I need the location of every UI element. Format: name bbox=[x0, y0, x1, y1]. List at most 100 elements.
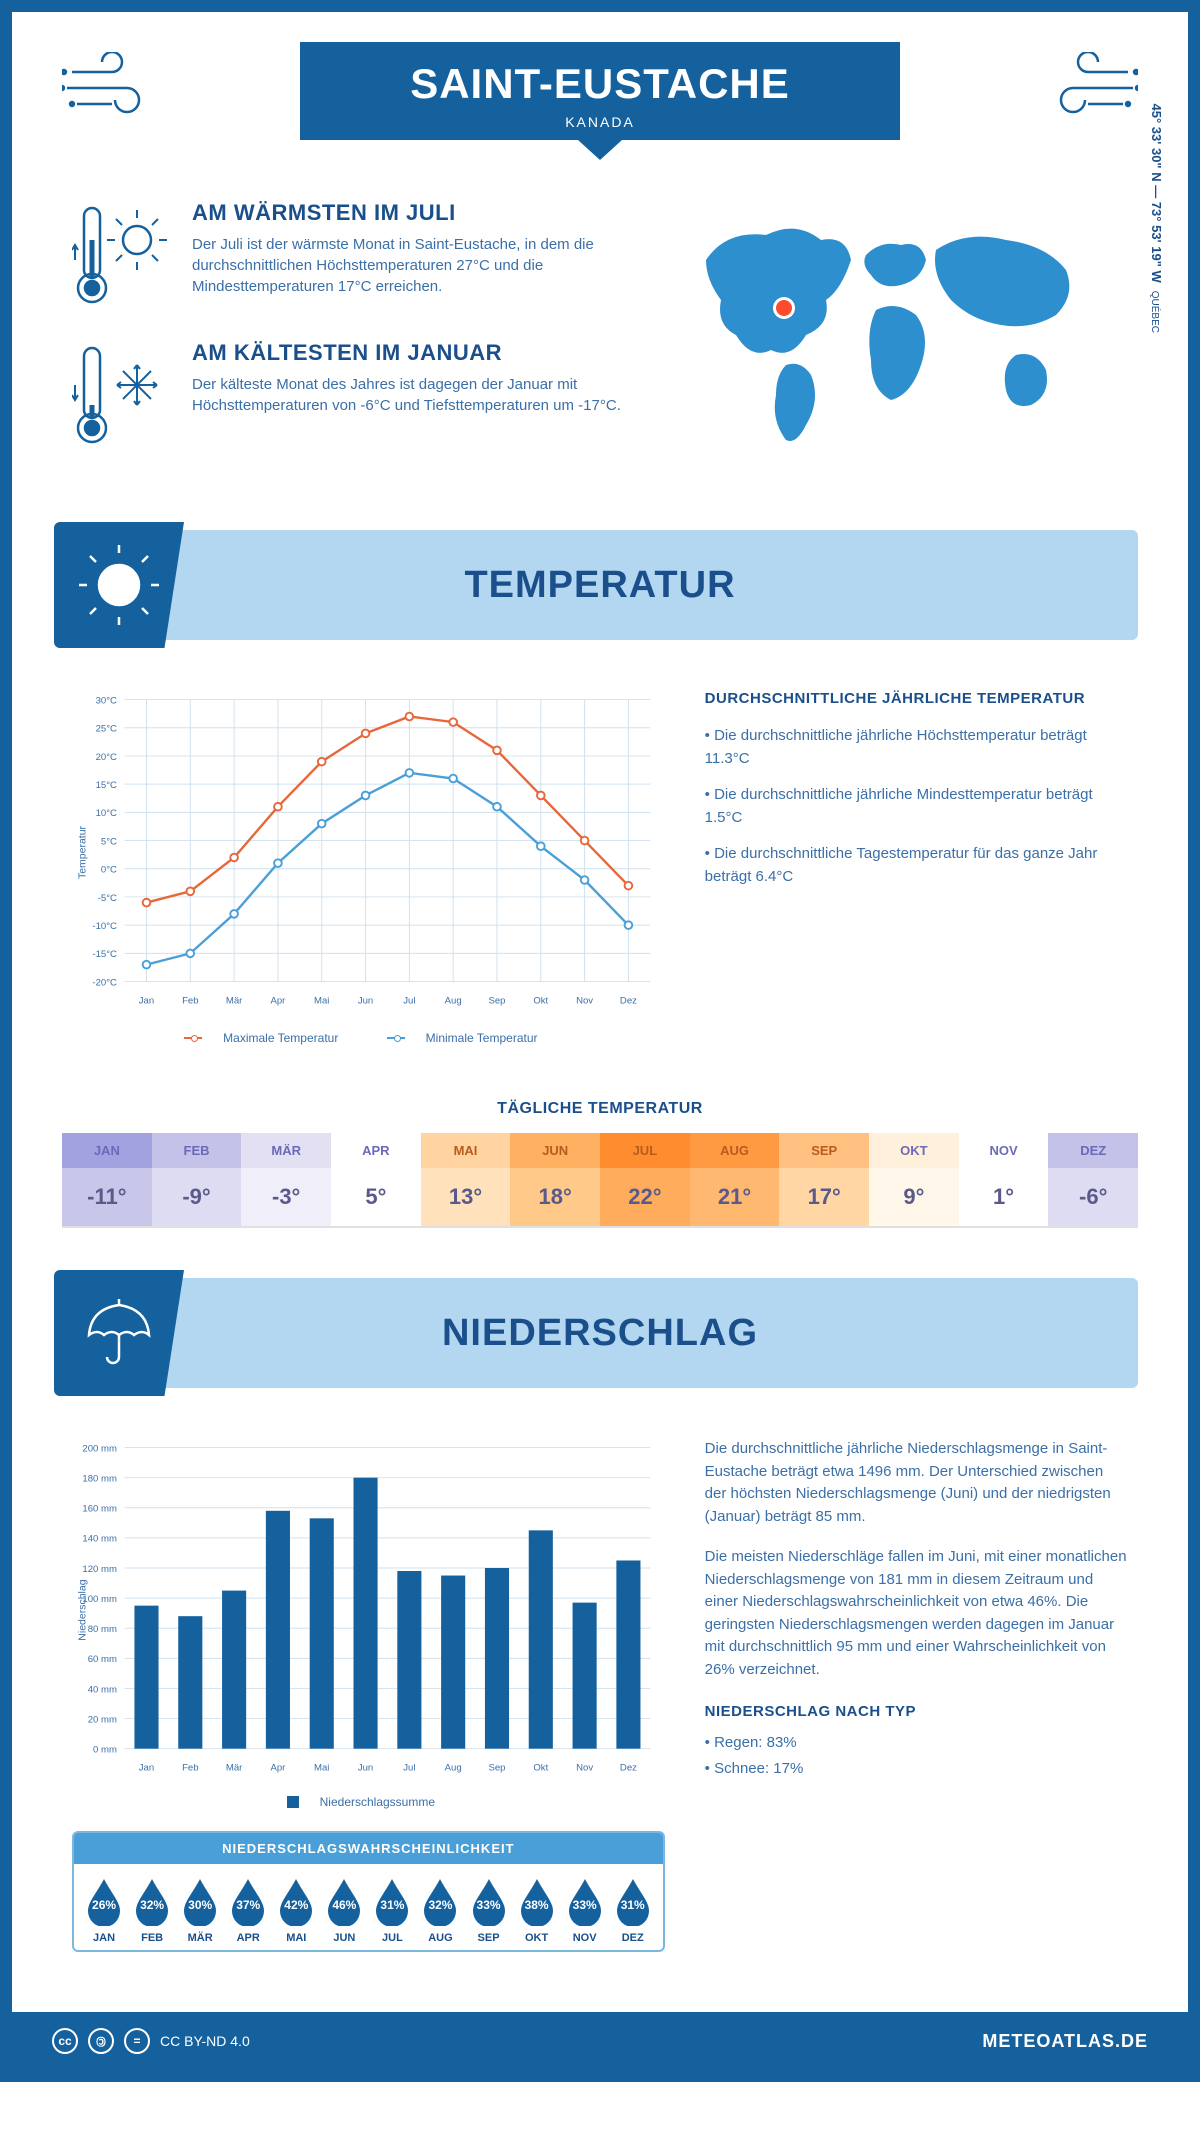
month-label: APR bbox=[224, 1932, 272, 1944]
raindrop-icon: 32% bbox=[420, 1876, 460, 1926]
svg-text:80 mm: 80 mm bbox=[88, 1624, 117, 1635]
license-text: CC BY-ND 4.0 bbox=[160, 2033, 250, 2049]
temp-bullet: • Die durchschnittliche jährliche Mindes… bbox=[705, 784, 1128, 829]
city-title: SAINT-EUSTACHE bbox=[300, 60, 900, 108]
temperature-line-chart: -20°C-15°C-10°C-5°C0°C5°C10°C15°C20°C25°… bbox=[72, 690, 665, 1015]
raindrop-icon: 33% bbox=[469, 1876, 509, 1926]
temp-value: -9° bbox=[152, 1168, 242, 1226]
cc-icon: cc bbox=[52, 2028, 78, 2054]
month-label: JUN bbox=[510, 1133, 600, 1168]
country-subtitle: KANADA bbox=[300, 114, 900, 130]
prob-cell: 33%SEP bbox=[465, 1876, 513, 1944]
precip-paragraph: Die meisten Niederschläge fallen im Juni… bbox=[705, 1546, 1128, 1681]
temp-value: 18° bbox=[510, 1168, 600, 1226]
section-title: NIEDERSCHLAG bbox=[442, 1312, 758, 1355]
prob-cell: 32%AUG bbox=[416, 1876, 464, 1944]
svg-text:Niederschlag: Niederschlag bbox=[76, 1579, 88, 1640]
coldest-title: AM KÄLTESTEN IM JANUAR bbox=[192, 340, 626, 366]
month-label: JAN bbox=[80, 1932, 128, 1944]
daily-temp-title: TÄGLICHE TEMPERATUR bbox=[12, 1100, 1188, 1118]
svg-text:-5°C: -5°C bbox=[98, 893, 117, 904]
prob-cell: 32%FEB bbox=[128, 1876, 176, 1944]
month-label: FEB bbox=[152, 1133, 242, 1168]
svg-text:Mär: Mär bbox=[226, 996, 243, 1007]
thermometer-hot-icon bbox=[72, 200, 172, 315]
daily-temp-cell: MÄR-3° bbox=[241, 1133, 331, 1226]
temperature-chart: -20°C-15°C-10°C-5°C0°C5°C10°C15°C20°C25°… bbox=[72, 690, 665, 1045]
prob-cell: 26% JAN bbox=[80, 1876, 128, 1944]
svg-text:Aug: Aug bbox=[445, 996, 462, 1007]
raindrop-icon: 46% bbox=[324, 1876, 364, 1926]
svg-text:30°C: 30°C bbox=[96, 695, 117, 706]
footer: cc 🄯 = CC BY-ND 4.0 METEOATLAS.DE bbox=[12, 2012, 1188, 2070]
svg-text:-10°C: -10°C bbox=[92, 921, 117, 932]
intro-section: AM WÄRMSTEN IM JULI Der Juli ist der wär… bbox=[12, 180, 1188, 510]
warmest-block: AM WÄRMSTEN IM JULI Der Juli ist der wär… bbox=[72, 200, 626, 315]
coldest-text: Der kälteste Monat des Jahres ist dagege… bbox=[192, 374, 626, 416]
svg-text:120 mm: 120 mm bbox=[82, 1564, 117, 1575]
umbrella-icon bbox=[54, 1270, 184, 1396]
month-label: NOV bbox=[561, 1932, 609, 1944]
svg-text:Okt: Okt bbox=[533, 1763, 548, 1774]
month-label: JUL bbox=[600, 1133, 690, 1168]
world-map: 45° 33' 30" N — 73° 53' 19" WQUÉBEC bbox=[666, 200, 1128, 465]
precipitation-text: Die durchschnittliche jährliche Niedersc… bbox=[705, 1438, 1128, 1952]
temp-value: 5° bbox=[331, 1168, 421, 1226]
daily-temp-cell: OKT9° bbox=[869, 1133, 959, 1226]
daily-temp-cell: JUN18° bbox=[510, 1133, 600, 1226]
section-title: TEMPERATUR bbox=[464, 564, 735, 607]
chart-legend: Maximale Temperatur Minimale Temperatur bbox=[72, 1028, 665, 1045]
svg-text:60 mm: 60 mm bbox=[88, 1654, 117, 1665]
svg-text:Mär: Mär bbox=[226, 1763, 243, 1774]
raindrop-icon: 30% bbox=[180, 1876, 220, 1926]
temp-bullet: • Die durchschnittliche Tagestemperatur … bbox=[705, 843, 1128, 888]
svg-text:0 mm: 0 mm bbox=[93, 1744, 117, 1755]
temperature-text: DURCHSCHNITTLICHE JÄHRLICHE TEMPERATUR •… bbox=[705, 690, 1128, 1045]
temperature-area: -20°C-15°C-10°C-5°C0°C5°C10°C15°C20°C25°… bbox=[12, 660, 1188, 1075]
svg-text:Mai: Mai bbox=[314, 996, 329, 1007]
svg-text:Nov: Nov bbox=[576, 1763, 593, 1774]
daily-temp-table: JAN-11°FEB-9°MÄR-3°APR5°MAI13°JUN18°JUL2… bbox=[62, 1133, 1138, 1228]
prob-row: 26%JAN32%FEB30%MÄR37%APR42%MAI46%JUN31%J… bbox=[74, 1864, 663, 1950]
svg-text:140 mm: 140 mm bbox=[82, 1534, 117, 1545]
svg-text:15°C: 15°C bbox=[96, 780, 117, 791]
precip-type-title: NIEDERSCHLAG NACH TYP bbox=[705, 1701, 1128, 1724]
month-label: OKT bbox=[513, 1932, 561, 1944]
precip-type-bullet: • Schnee: 17% bbox=[705, 1758, 1128, 1781]
svg-text:Feb: Feb bbox=[182, 996, 198, 1007]
brand: METEOATLAS.DE bbox=[982, 2031, 1148, 2052]
svg-text:25°C: 25°C bbox=[96, 724, 117, 735]
raindrop-icon: 31% bbox=[613, 1876, 653, 1926]
month-label: APR bbox=[331, 1133, 421, 1168]
coordinates: 45° 33' 30" N — 73° 53' 19" WQUÉBEC bbox=[1149, 103, 1164, 332]
precipitation-area: 0 mm20 mm40 mm60 mm80 mm100 mm120 mm140 … bbox=[12, 1408, 1188, 1982]
prob-cell: 31%JUL bbox=[368, 1876, 416, 1944]
month-label: JUN bbox=[320, 1932, 368, 1944]
by-icon: 🄯 bbox=[88, 2028, 114, 2054]
svg-text:Apr: Apr bbox=[270, 996, 286, 1007]
prob-cell: 37%APR bbox=[224, 1876, 272, 1944]
daily-temp-cell: JAN-11° bbox=[62, 1133, 152, 1226]
raindrop-icon: 26% bbox=[84, 1876, 124, 1926]
precipitation-bar-chart: 0 mm20 mm40 mm60 mm80 mm100 mm120 mm140 … bbox=[72, 1438, 665, 1782]
header: SAINT-EUSTACHE KANADA bbox=[12, 12, 1188, 180]
svg-text:160 mm: 160 mm bbox=[82, 1504, 117, 1515]
warmest-text: Der Juli ist der wärmste Monat in Saint-… bbox=[192, 234, 626, 297]
temp-value: 13° bbox=[421, 1168, 511, 1226]
thermometer-cold-icon bbox=[72, 340, 172, 455]
daily-temp-cell: APR5° bbox=[331, 1133, 421, 1226]
svg-text:5°C: 5°C bbox=[101, 836, 117, 847]
svg-text:Dez: Dez bbox=[620, 1763, 637, 1774]
svg-text:Nov: Nov bbox=[576, 996, 593, 1007]
temp-bullet: • Die durchschnittliche jährliche Höchst… bbox=[705, 725, 1128, 770]
prob-title: NIEDERSCHLAGSWAHRSCHEINLICHKEIT bbox=[74, 1833, 663, 1864]
license: cc 🄯 = CC BY-ND 4.0 bbox=[52, 2028, 250, 2054]
svg-text:0°C: 0°C bbox=[101, 865, 117, 876]
svg-text:40 mm: 40 mm bbox=[88, 1684, 117, 1695]
wind-icon bbox=[1028, 52, 1138, 127]
precip-paragraph: Die durchschnittliche jährliche Niedersc… bbox=[705, 1438, 1128, 1528]
month-label: OKT bbox=[869, 1133, 959, 1168]
temp-value: 1° bbox=[959, 1168, 1049, 1226]
svg-text:Temperatur: Temperatur bbox=[76, 825, 88, 879]
svg-text:Jun: Jun bbox=[358, 1763, 373, 1774]
